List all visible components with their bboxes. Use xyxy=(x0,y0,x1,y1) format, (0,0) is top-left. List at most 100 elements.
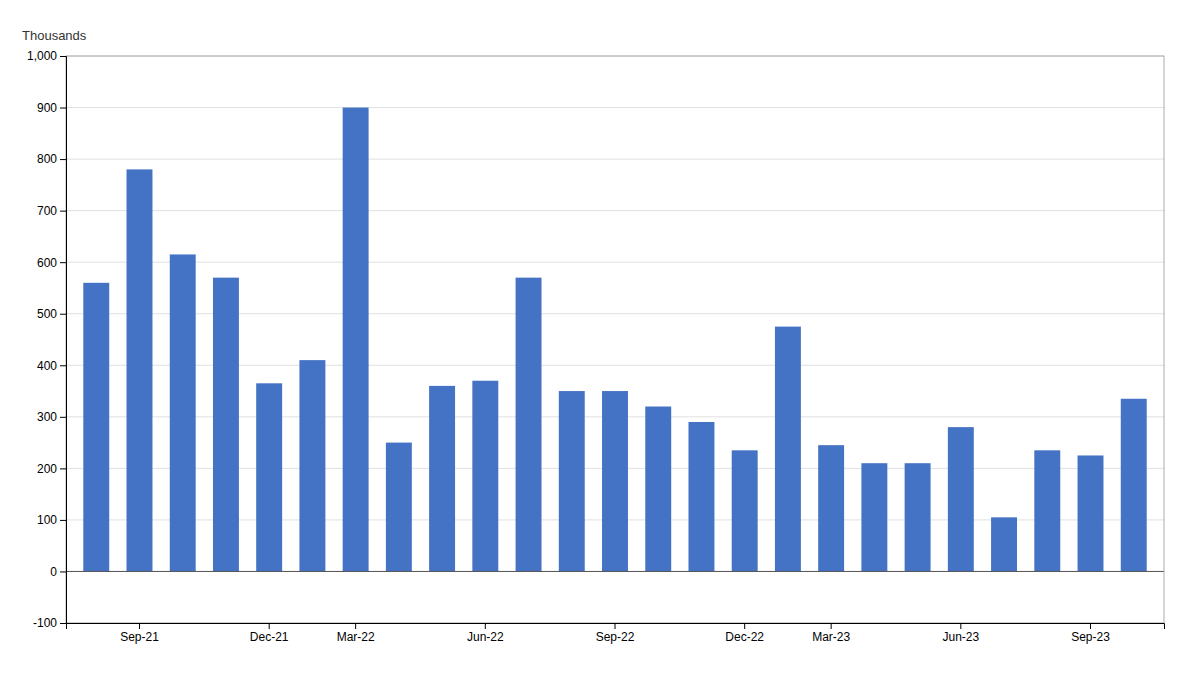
bar xyxy=(559,391,585,571)
tick-mark xyxy=(60,365,66,366)
bar xyxy=(213,278,239,572)
grid-line xyxy=(66,159,1164,160)
bar xyxy=(602,391,628,571)
axis-line xyxy=(67,624,1165,630)
bar xyxy=(127,169,153,571)
grid-line xyxy=(66,107,1164,108)
grid-line xyxy=(66,262,1164,263)
tick-label: 400 xyxy=(37,359,57,373)
tick-mark xyxy=(831,623,832,629)
tick-mark xyxy=(960,623,961,629)
x-tick: Dec-22 xyxy=(725,623,764,644)
tick-mark xyxy=(60,159,66,160)
zero-line xyxy=(66,571,1164,572)
bar xyxy=(732,450,758,571)
y-axis-label: Thousands xyxy=(22,28,87,43)
y-tick: 400 xyxy=(37,359,66,373)
y-tick: 100 xyxy=(37,513,66,527)
tick-label: 600 xyxy=(37,256,57,270)
bar xyxy=(343,108,369,572)
tick-label: 100 xyxy=(37,513,57,527)
tick-mark xyxy=(355,623,356,629)
bar xyxy=(861,463,887,571)
tick-mark xyxy=(60,314,66,315)
tick-label: 200 xyxy=(37,462,57,476)
tick-label: Jun-23 xyxy=(942,630,979,644)
bar xyxy=(83,283,109,572)
tick-label: Mar-22 xyxy=(337,630,375,644)
bar xyxy=(386,443,412,572)
tick-label: -100 xyxy=(33,616,57,630)
y-tick: 600 xyxy=(37,256,66,270)
tick-mark xyxy=(60,623,66,624)
tick-mark xyxy=(485,623,486,629)
tick-mark xyxy=(60,571,66,572)
bar xyxy=(170,254,196,571)
y-axis: -100 0 100 200 300 400 500 600 700 800 900 1,000 xyxy=(27,49,67,630)
tick-label: Mar-23 xyxy=(812,630,850,644)
x-axis: Sep-21 Dec-21 Mar-22 Jun-22 Sep-22 Dec-22 Mar-… xyxy=(67,623,1165,644)
grid xyxy=(66,56,1164,623)
tick-label: Sep-21 xyxy=(120,630,159,644)
tick-label: Dec-21 xyxy=(250,630,289,644)
tick-label: Sep-22 xyxy=(596,630,635,644)
tick-mark xyxy=(60,211,66,212)
tick-label: 500 xyxy=(37,307,57,321)
tick-mark xyxy=(60,56,66,57)
bar xyxy=(688,422,714,571)
tick-label: 1,000 xyxy=(27,49,57,63)
tick-label: Sep-23 xyxy=(1071,630,1110,644)
tick-mark xyxy=(60,262,66,263)
tick-mark xyxy=(139,623,140,629)
tick-mark xyxy=(60,108,66,109)
bar xyxy=(1121,399,1147,572)
x-tick: Dec-21 xyxy=(250,623,289,644)
tick-label: 0 xyxy=(50,565,57,579)
x-tick: Sep-21 xyxy=(120,623,159,644)
chart-svg: -100 0 100 200 300 400 500 600 700 800 900 1,000 Sep… xyxy=(0,0,1200,675)
plot-frame xyxy=(66,56,1164,623)
x-tick: Sep-23 xyxy=(1071,623,1110,644)
y-tick: 200 xyxy=(37,462,66,476)
tick-label: 800 xyxy=(37,152,57,166)
bar xyxy=(299,360,325,571)
tick-mark xyxy=(615,623,616,629)
bars xyxy=(83,108,1146,572)
tick-mark xyxy=(60,520,66,521)
bar xyxy=(991,517,1017,571)
x-tick: Jun-23 xyxy=(942,623,979,644)
tick-mark xyxy=(1090,623,1091,629)
x-tick: Mar-23 xyxy=(812,623,850,644)
bar xyxy=(429,386,455,572)
x-tick: Mar-22 xyxy=(337,623,375,644)
tick-mark xyxy=(60,417,66,418)
bar xyxy=(818,445,844,571)
x-tick: Jun-22 xyxy=(467,623,504,644)
tick-mark xyxy=(744,623,745,629)
y-tick: 800 xyxy=(37,152,66,166)
grid-line xyxy=(66,210,1164,211)
bar xyxy=(775,327,801,572)
bar xyxy=(948,427,974,571)
y-tick: 1,000 xyxy=(27,49,66,63)
tick-mark xyxy=(269,623,270,629)
bar xyxy=(905,463,931,571)
y-tick: 700 xyxy=(37,204,66,218)
y-tick: 300 xyxy=(37,410,66,424)
tick-label: 300 xyxy=(37,410,57,424)
tick-mark xyxy=(60,468,66,469)
y-tick: 0 xyxy=(50,565,66,579)
tick-label: Jun-22 xyxy=(467,630,504,644)
y-tick: -100 xyxy=(33,616,66,630)
bar xyxy=(516,278,542,572)
grid-line xyxy=(66,571,1164,572)
axis-line xyxy=(60,57,67,624)
tick-label: Dec-22 xyxy=(725,630,764,644)
bar xyxy=(472,381,498,572)
tick-label: 900 xyxy=(37,101,57,115)
bar xyxy=(645,407,671,572)
bar xyxy=(1034,450,1060,571)
x-tick: Sep-22 xyxy=(596,623,635,644)
bar xyxy=(1078,455,1104,571)
bar xyxy=(256,383,282,571)
